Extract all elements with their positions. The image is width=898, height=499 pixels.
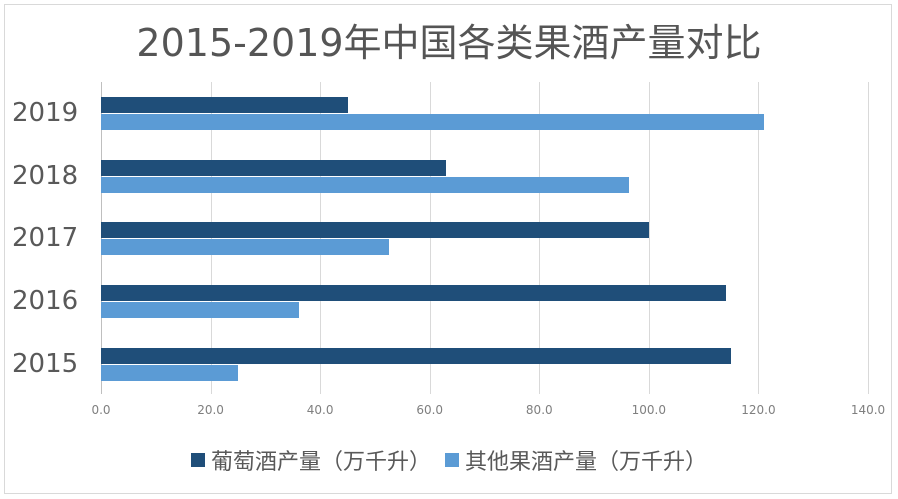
x-tick-label: 0.0 (91, 403, 111, 417)
gridline (320, 82, 321, 394)
y-axis-line (101, 82, 102, 394)
bar-2017-grape-wine[interactable] (101, 222, 649, 238)
x-tick-label: 120.0 (741, 403, 776, 417)
gridline (211, 82, 212, 394)
category-label: 2018 (12, 161, 79, 191)
gridline (649, 82, 650, 394)
bar-2015-grape-wine[interactable] (101, 348, 731, 364)
bar-2016-grape-wine[interactable] (101, 285, 726, 301)
x-tick-label: 140.0 (850, 403, 886, 417)
gridline (539, 82, 540, 394)
bar-2015-other-fruit-wine[interactable] (101, 365, 238, 381)
x-tick-label: 80.0 (525, 403, 553, 417)
gridline (430, 82, 431, 394)
bar-2019-other-fruit-wine[interactable] (101, 114, 764, 130)
legend: 葡萄酒产量（万千升） 其他果酒产量（万千升） (0, 444, 898, 476)
x-tick-label: 20.0 (197, 403, 224, 417)
legend-swatch-other-fruit-wine (445, 453, 459, 467)
legend-swatch-grape-wine (190, 453, 205, 467)
bar-2016-other-fruit-wine[interactable] (101, 302, 299, 318)
x-tick-label: 40.0 (306, 403, 334, 417)
category-label: 2016 (12, 286, 79, 316)
bar-2018-other-fruit-wine[interactable] (101, 177, 629, 193)
legend-item-grape-wine[interactable]: 葡萄酒产量（万千升） (190, 444, 431, 476)
bar-2017-other-fruit-wine[interactable] (101, 239, 389, 255)
legend-label-other-fruit-wine: 其他果酒产量（万千升） (465, 450, 708, 475)
bar-2019-grape-wine[interactable] (101, 97, 348, 113)
chart-title: 2015-2019年中国各类果酒产量对比 (136, 21, 762, 65)
bar-2018-grape-wine[interactable] (101, 160, 446, 176)
x-tick-label: 100.0 (631, 403, 667, 417)
category-label: 2017 (12, 223, 79, 253)
gridline (758, 82, 759, 394)
category-label: 2015 (12, 349, 79, 379)
legend-item-other-fruit-wine[interactable]: 其他果酒产量（万千升） (445, 444, 707, 476)
x-tick-label: 60.0 (416, 403, 444, 417)
legend-label-grape-wine: 葡萄酒产量（万千升） (210, 450, 431, 475)
gridline (868, 82, 869, 394)
category-label: 2019 (12, 98, 79, 128)
plot-area (101, 82, 869, 394)
